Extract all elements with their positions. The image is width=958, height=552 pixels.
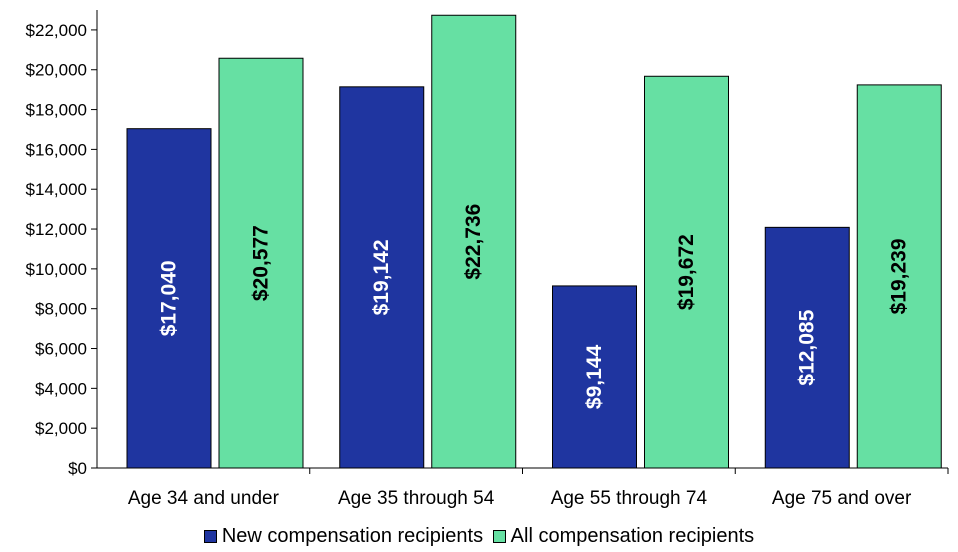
y-tick-label: $14,000 [26, 180, 87, 199]
bar [552, 285, 637, 469]
y-tick-label: $4,000 [35, 379, 87, 398]
bar [431, 14, 517, 469]
bar [126, 128, 212, 469]
data-label: $20,577 [250, 225, 273, 301]
data-label: $9,144 [583, 345, 606, 410]
y-tick-label: $0 [68, 459, 87, 478]
legend: New compensation recipients All compensa… [0, 525, 958, 549]
legend-label-all: All compensation recipients [510, 525, 755, 547]
y-tick-label: $2,000 [35, 419, 87, 438]
y-tick-label: $8,000 [35, 300, 87, 319]
legend-swatch-new [203, 530, 217, 543]
data-label: $17,040 [158, 260, 181, 336]
data-label: $19,672 [675, 234, 698, 310]
bar [339, 86, 425, 469]
y-tick-label: $12,000 [26, 220, 87, 239]
y-tick-label: $20,000 [26, 61, 87, 80]
bar [218, 57, 304, 469]
y-tick-label: $18,000 [26, 101, 87, 120]
data-label: $22,736 [462, 204, 485, 280]
y-tick-label: $16,000 [26, 140, 87, 159]
legend-item-all: All compensation recipients [492, 525, 755, 548]
x-category-label: Age 35 through 54 [338, 488, 495, 509]
legend-label-new: New compensation recipients [221, 525, 484, 547]
y-tick-label: $22,000 [26, 21, 87, 40]
data-label: $12,085 [796, 309, 819, 385]
y-tick-label: $10,000 [26, 260, 87, 279]
data-label: $19,142 [370, 239, 393, 315]
x-category-label: Age 75 and over [772, 488, 912, 509]
data-label: $19,239 [888, 238, 911, 314]
bar [764, 226, 850, 469]
legend-swatch-all [492, 530, 506, 543]
bar [856, 84, 942, 469]
y-tick-label: $6,000 [35, 340, 87, 359]
legend-item-new: New compensation recipients [203, 525, 484, 548]
x-category-label: Age 34 and under [128, 488, 280, 509]
x-category-label: Age 55 through 74 [551, 488, 708, 509]
